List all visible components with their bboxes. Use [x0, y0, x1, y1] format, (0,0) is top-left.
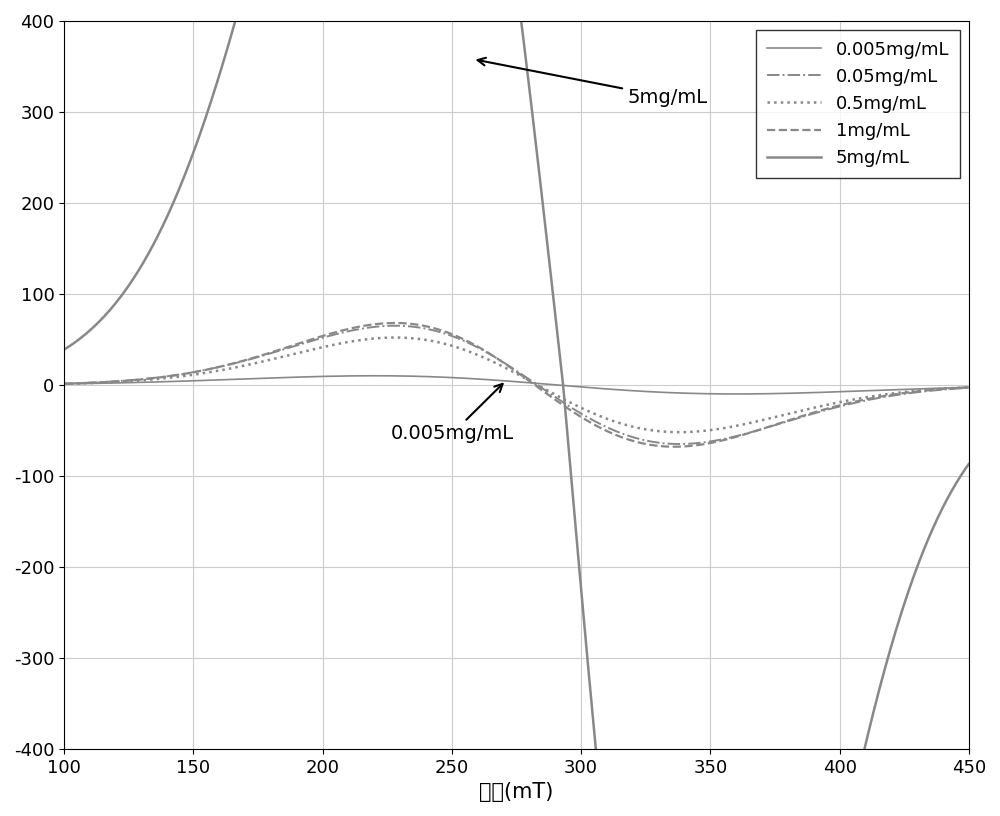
Line: 1mg/mL: 1mg/mL	[64, 323, 969, 446]
0.05mg/mL	[405, 322, 417, 331]
0.005mg/mL	[963, 383, 975, 392]
1mg/mL	[946, 384, 958, 393]
1mg/mL	[405, 319, 417, 329]
Text: 5mg/mL: 5mg/mL	[478, 58, 708, 107]
1mg/mL	[161, 371, 173, 381]
1mg/mL	[963, 383, 975, 392]
0.05mg/mL	[389, 321, 401, 330]
Line: 0.5mg/mL: 0.5mg/mL	[64, 338, 969, 432]
Text: 0.005mg/mL: 0.005mg/mL	[390, 384, 513, 443]
1mg/mL	[668, 441, 680, 451]
5mg/mL	[963, 459, 975, 468]
Line: 5mg/mL: 5mg/mL	[64, 0, 969, 816]
0.5mg/mL	[215, 366, 227, 375]
0.005mg/mL	[405, 371, 417, 381]
1mg/mL	[58, 379, 70, 388]
Legend: 0.005mg/mL, 0.05mg/mL, 0.5mg/mL, 1mg/mL, 5mg/mL: 0.005mg/mL, 0.05mg/mL, 0.5mg/mL, 1mg/mL,…	[756, 30, 960, 178]
1mg/mL	[389, 318, 401, 328]
0.5mg/mL	[963, 383, 975, 392]
0.05mg/mL	[161, 371, 173, 381]
0.5mg/mL	[445, 340, 457, 350]
0.005mg/mL	[215, 375, 227, 384]
0.5mg/mL	[389, 333, 401, 343]
Line: 0.005mg/mL: 0.005mg/mL	[64, 375, 969, 394]
0.005mg/mL	[848, 386, 860, 396]
1mg/mL	[848, 397, 860, 406]
0.05mg/mL	[215, 361, 227, 371]
0.5mg/mL	[946, 384, 958, 393]
0.05mg/mL	[963, 383, 975, 392]
0.05mg/mL	[58, 379, 70, 388]
0.005mg/mL	[161, 377, 173, 387]
0.5mg/mL	[161, 373, 173, 383]
0.05mg/mL	[673, 439, 685, 449]
1mg/mL	[445, 329, 457, 339]
0.005mg/mL	[368, 370, 380, 380]
5mg/mL	[848, 788, 860, 798]
0.005mg/mL	[730, 389, 742, 399]
1mg/mL	[215, 361, 227, 371]
0.5mg/mL	[58, 379, 70, 388]
5mg/mL	[946, 486, 958, 495]
0.005mg/mL	[946, 383, 958, 392]
0.5mg/mL	[673, 428, 685, 437]
0.5mg/mL	[405, 333, 417, 343]
X-axis label: 磁场(mT): 磁场(mT)	[479, 782, 554, 802]
5mg/mL	[215, 64, 227, 74]
0.5mg/mL	[848, 394, 860, 404]
5mg/mL	[161, 211, 173, 221]
Line: 0.05mg/mL: 0.05mg/mL	[64, 326, 969, 444]
5mg/mL	[58, 344, 70, 354]
0.05mg/mL	[946, 384, 958, 394]
0.005mg/mL	[58, 379, 70, 388]
0.05mg/mL	[445, 330, 457, 340]
0.005mg/mL	[445, 373, 457, 383]
0.05mg/mL	[848, 398, 860, 408]
